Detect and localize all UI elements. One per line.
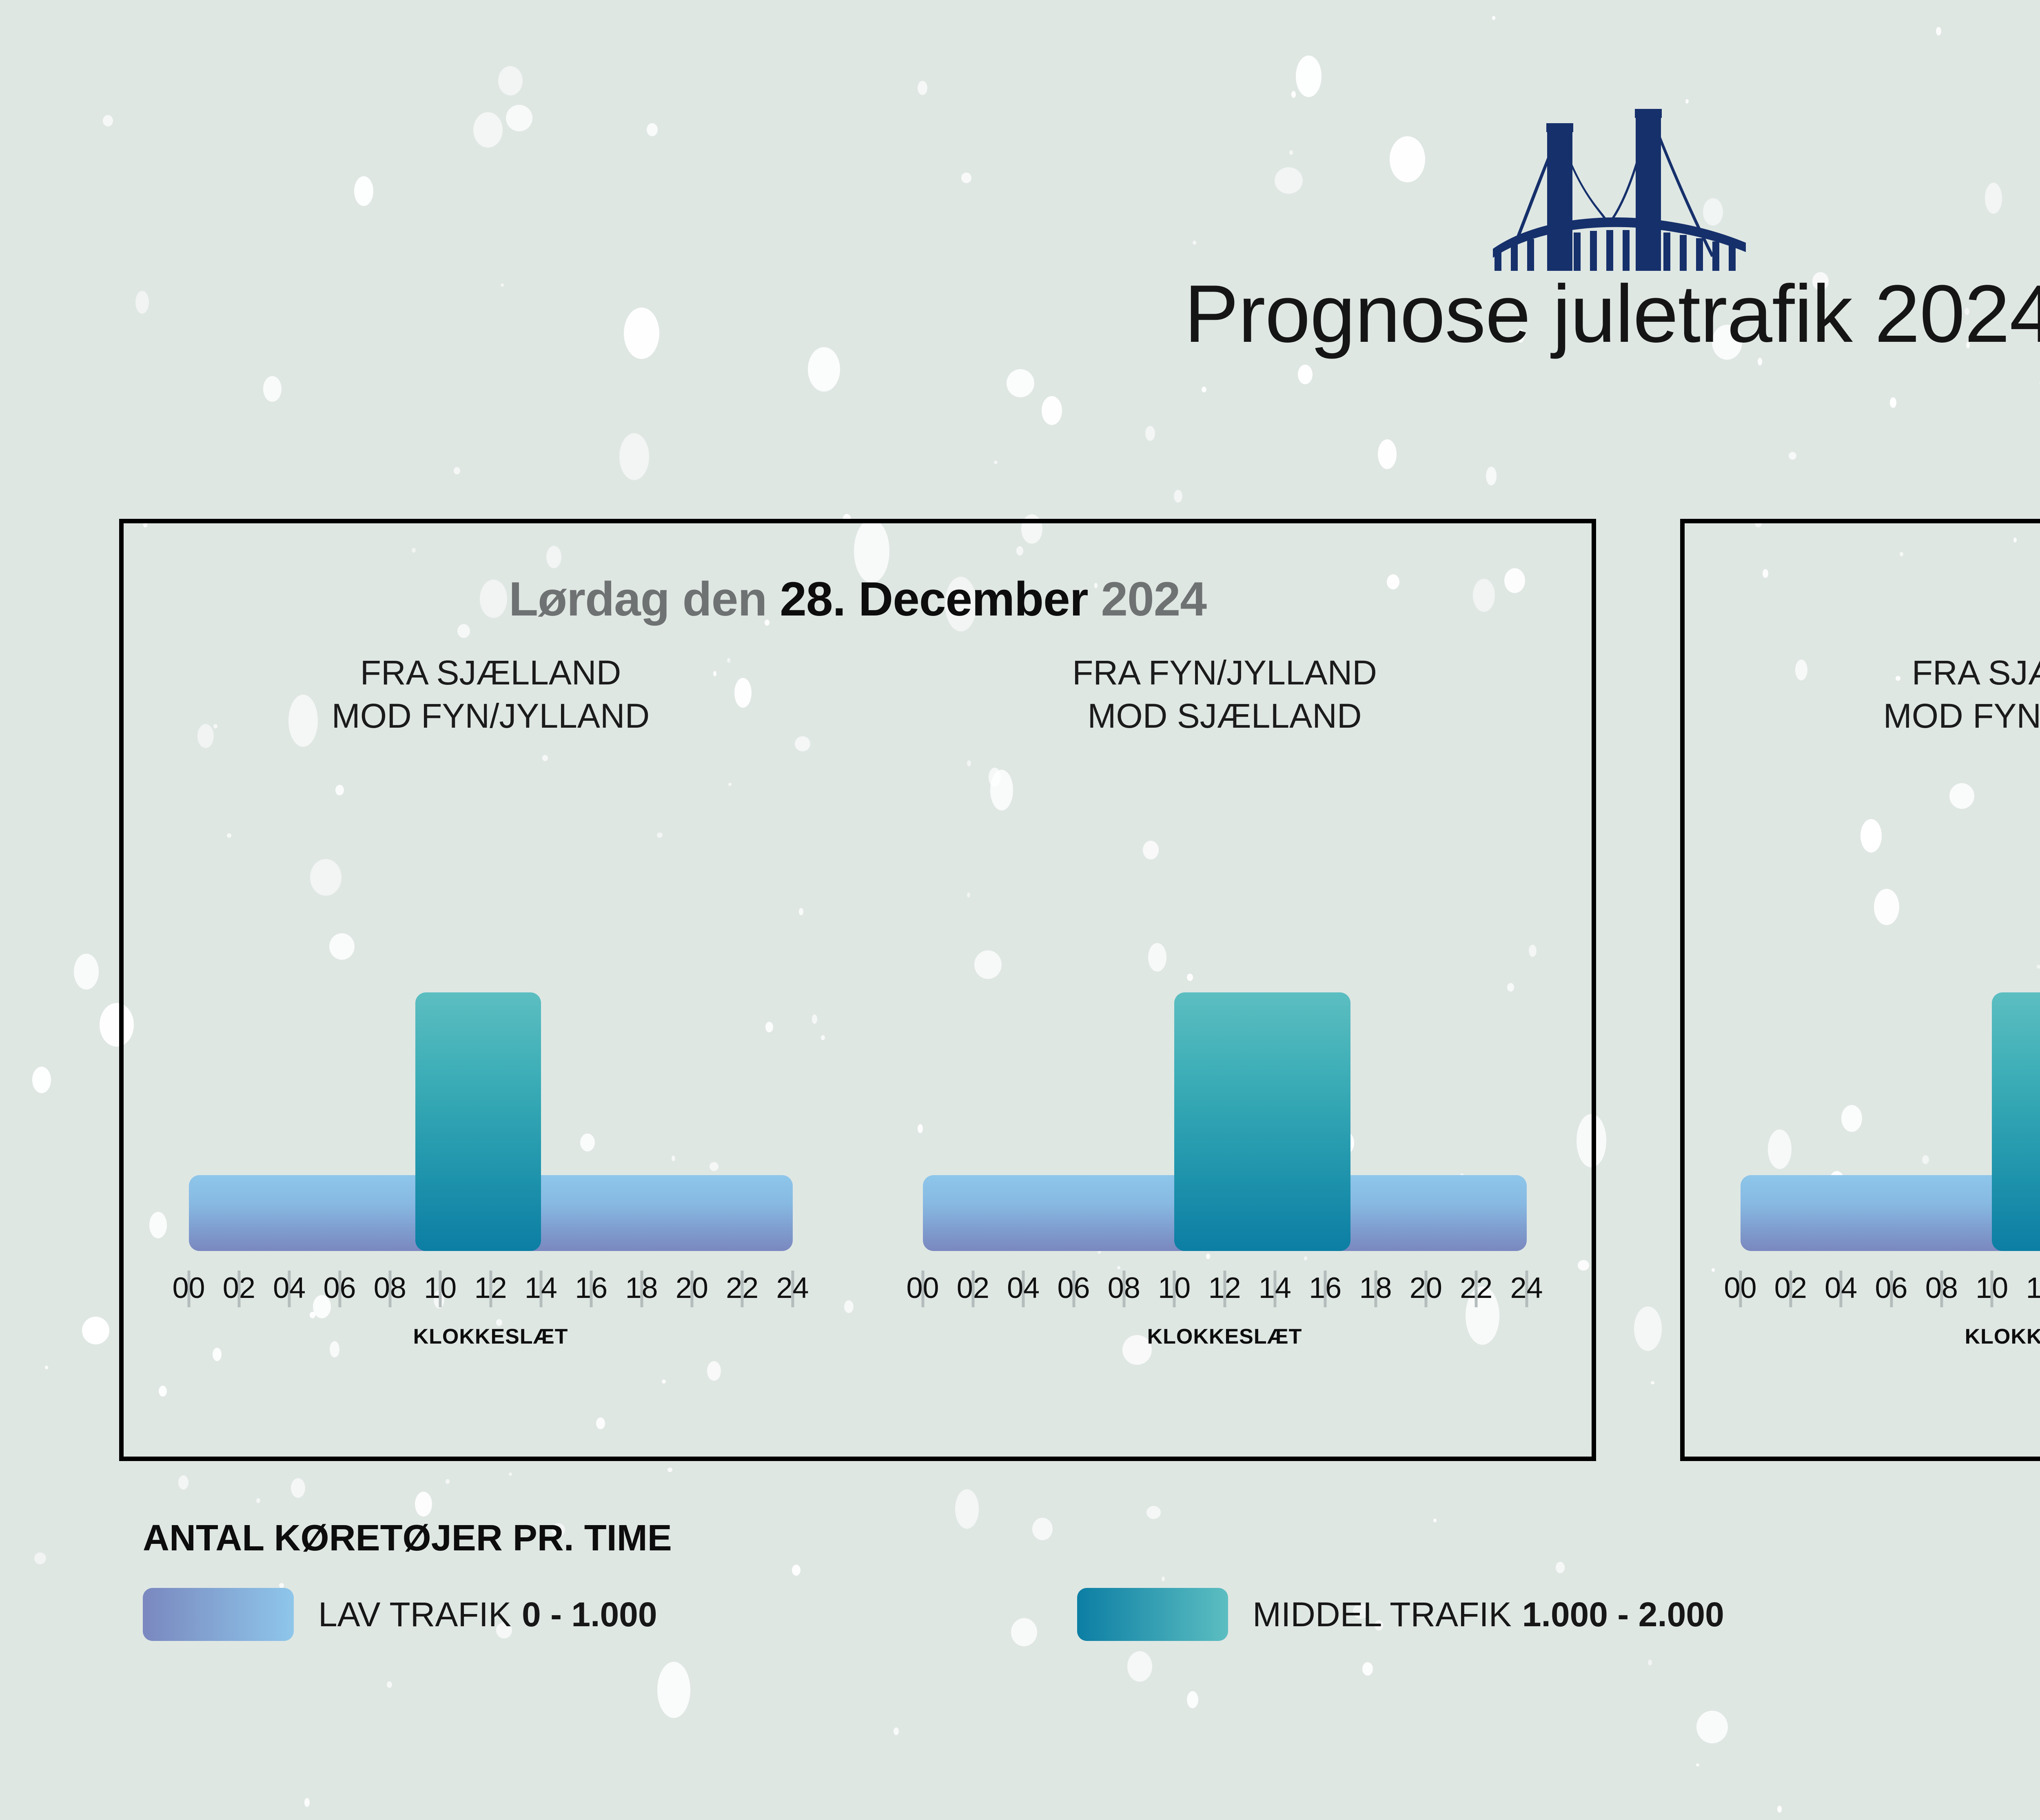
plot-inner <box>189 851 793 1251</box>
axis-tick-label: 12 <box>1208 1271 1241 1305</box>
middle-traffic-swatch <box>1077 1588 1228 1641</box>
axis-tick-label: 18 <box>625 1271 658 1305</box>
axis-tick-label: 16 <box>575 1271 608 1305</box>
from-label: FRA SJÆLLAND <box>144 651 838 695</box>
axis-tick-label: 04 <box>273 1271 306 1305</box>
legend-range-low: 0 - 1.000 <box>522 1595 657 1634</box>
plot-area <box>144 851 838 1251</box>
legend-text-low: LAV TRAFIK <box>318 1595 511 1634</box>
axis-tick-label: 16 <box>1309 1271 1342 1305</box>
axis-tick-label: 08 <box>1108 1271 1140 1305</box>
from-label: FRA FYN/JYLLAND <box>878 651 1572 695</box>
legend: ANTAL KØRETØJER PR. TIME LAV TRAFIK 0 - 1… <box>143 1517 2040 1641</box>
plot-area <box>1696 851 2040 1251</box>
legend-label-low: LAV TRAFIK 0 - 1.000 <box>318 1595 657 1634</box>
to-label: MOD FYN/JYLLAND <box>1696 695 2040 738</box>
axis-tick-label: 10 <box>1158 1271 1191 1305</box>
axis-tick-label: 22 <box>726 1271 758 1305</box>
legend-title: ANTAL KØRETØJER PR. TIME <box>143 1517 2040 1559</box>
axis-tick-label: 20 <box>1410 1271 1442 1305</box>
from-label: FRA SJÆLLAND <box>1696 651 2040 695</box>
chart-sat-fyn-to-sjaelland: FRA FYN/JYLLAND MOD SJÆLLAND 00 02 04 06 08 1… <box>878 651 1572 1386</box>
axis-tick-label: 12 <box>474 1271 507 1305</box>
axis-tick-label: 14 <box>525 1271 557 1305</box>
middle-traffic-bar <box>1992 992 2040 1251</box>
axis-tick-label: 24 <box>776 1271 809 1305</box>
legend-range-middle: 1.000 - 2.000 <box>1522 1595 1724 1634</box>
legend-items: LAV TRAFIK 0 - 1.000 MIDDEL TRAFIK 1.000 -… <box>143 1588 2040 1641</box>
axis-tick-label: 14 <box>1259 1271 1291 1305</box>
axis-tick-label: 10 <box>1976 1271 2008 1305</box>
axis-tick-label: 04 <box>1825 1271 1857 1305</box>
low-traffic-swatch <box>143 1588 294 1641</box>
chart-sun-sjaelland-to-fyn: FRA SJÆLLAND MOD FYN/JYLLAND 00 02 04 06 08 1… <box>1696 651 2040 1386</box>
legend-label-middle: MIDDEL TRAFIK 1.000 - 2.000 <box>1253 1595 1724 1634</box>
axis-tick-label: 10 <box>424 1271 457 1305</box>
axis-tick-label: 08 <box>1925 1271 1958 1305</box>
axis-tick-label: 00 <box>1724 1271 1756 1305</box>
axis-tick-label: 12 <box>2026 1271 2040 1305</box>
plot-area <box>878 851 1572 1251</box>
day-panels: Lørdag den 28. December 2024 FRA SJÆLLAN… <box>0 519 2040 1461</box>
panel-year-saturday: 2024 <box>1101 572 1206 626</box>
charts-sunday: FRA SJÆLLAND MOD FYN/JYLLAND 00 02 04 06 08 1… <box>1685 651 2040 1386</box>
chart-sat-sjaelland-to-fyn: FRA SJÆLLAND MOD FYN/JYLLAND 00 02 04 06 08 1… <box>144 651 838 1386</box>
axis-tick-label: 02 <box>223 1271 255 1305</box>
page-title: Prognose juletrafik 2024 <box>0 271 2040 357</box>
panel-sunday: Søndag den 29. December 2024 FRA SJÆLLAN… <box>1680 519 2040 1461</box>
axis-tick-label: 06 <box>323 1271 356 1305</box>
axis-tick-label: 04 <box>1007 1271 1040 1305</box>
axis-tick-label: 08 <box>374 1271 406 1305</box>
axis-tick-label: 22 <box>1460 1271 1492 1305</box>
direction-label-sun-0: FRA SJÆLLAND MOD FYN/JYLLAND <box>1696 651 2040 738</box>
x-axis-title: KLOKKESLÆT <box>878 1324 1572 1349</box>
x-axis-title: KLOKKESLÆT <box>1696 1324 2040 1349</box>
panel-saturday: Lørdag den 28. December 2024 FRA SJÆLLAN… <box>119 519 1596 1461</box>
axis-tick-label: 00 <box>172 1271 205 1305</box>
middle-traffic-bar <box>1174 992 1350 1251</box>
panel-date-saturday: 28. December <box>780 572 1088 626</box>
axis-tick-label: 06 <box>1875 1271 1907 1305</box>
charts-saturday: FRA SJÆLLAND MOD FYN/JYLLAND 00 02 04 06 08 1… <box>124 651 1592 1386</box>
direction-label-sat-1: FRA FYN/JYLLAND MOD SJÆLLAND <box>878 651 1572 738</box>
axis-tick-label: 24 <box>1510 1271 1543 1305</box>
axis-tick-label: 06 <box>1057 1271 1090 1305</box>
axis-tick-label: 02 <box>957 1271 989 1305</box>
plot-inner <box>923 851 1527 1251</box>
to-label: MOD SJÆLLAND <box>878 695 1572 738</box>
header: Prognose juletrafik 2024 <box>0 102 2040 357</box>
axis-tick-label: 02 <box>1774 1271 1807 1305</box>
legend-text-middle: MIDDEL TRAFIK <box>1253 1595 1512 1634</box>
legend-item-low: LAV TRAFIK 0 - 1.000 <box>143 1588 1077 1641</box>
x-axis-title: KLOKKESLÆT <box>144 1324 838 1349</box>
panel-title-sunday: Søndag den 29. December 2024 <box>1685 571 2040 627</box>
middle-traffic-bar <box>415 992 541 1251</box>
plot-inner <box>1741 851 2040 1251</box>
panel-day-saturday: Lørdag den <box>509 572 767 626</box>
storebaelt-bridge-icon <box>0 102 2040 275</box>
direction-label-sat-0: FRA SJÆLLAND MOD FYN/JYLLAND <box>144 651 838 738</box>
axis-tick-label: 20 <box>676 1271 708 1305</box>
axis-tick-label: 18 <box>1359 1271 1392 1305</box>
legend-item-middle: MIDDEL TRAFIK 1.000 - 2.000 <box>1077 1588 2040 1641</box>
axis-tick-label: 00 <box>906 1271 939 1305</box>
to-label: MOD FYN/JYLLAND <box>144 695 838 738</box>
panel-title-saturday: Lørdag den 28. December 2024 <box>124 571 1592 627</box>
